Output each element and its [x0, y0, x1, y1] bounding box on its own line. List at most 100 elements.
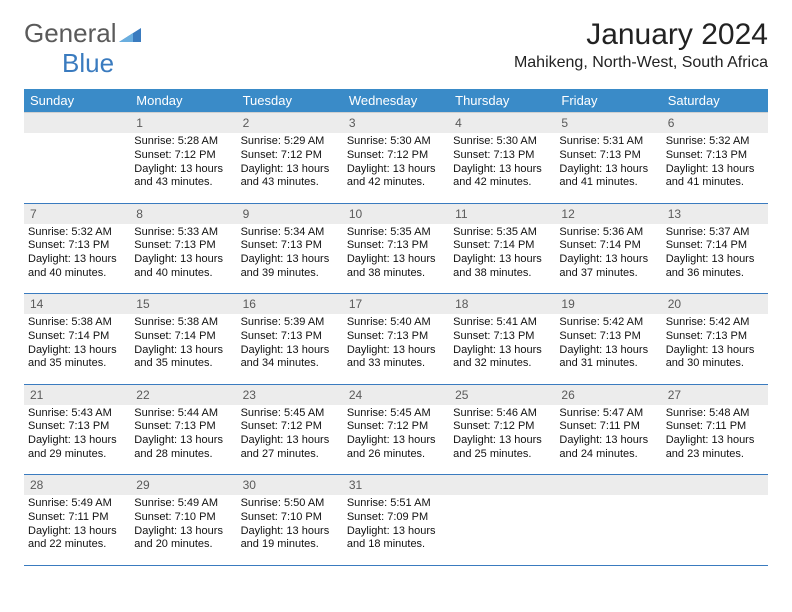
- info-line: Sunset: 7:12 PM: [134, 149, 232, 163]
- info-row: Sunrise: 5:32 AMSunset: 7:13 PMDaylight:…: [24, 224, 768, 294]
- date-cell: 1: [130, 113, 236, 134]
- date-cell: 3: [343, 113, 449, 134]
- day-header: Thursday: [449, 89, 555, 113]
- info-line: Sunset: 7:11 PM: [28, 511, 126, 525]
- day-cell: Sunrise: 5:49 AMSunset: 7:10 PMDaylight:…: [130, 495, 236, 565]
- info-line: Sunrise: 5:45 AM: [347, 407, 445, 421]
- info-line: Sunrise: 5:42 AM: [666, 316, 764, 330]
- info-line: Sunrise: 5:51 AM: [347, 497, 445, 511]
- date-cell: [662, 475, 768, 496]
- info-line: Sunrise: 5:49 AM: [28, 497, 126, 511]
- date-cell: 4: [449, 113, 555, 134]
- date-cell: 26: [555, 384, 661, 405]
- info-line: Daylight: 13 hours: [453, 434, 551, 448]
- day-header: Tuesday: [237, 89, 343, 113]
- info-line: and 42 minutes.: [347, 176, 445, 190]
- info-line: and 22 minutes.: [28, 538, 126, 552]
- info-row: Sunrise: 5:28 AMSunset: 7:12 PMDaylight:…: [24, 133, 768, 203]
- info-line: Sunrise: 5:30 AM: [453, 135, 551, 149]
- info-line: Sunset: 7:14 PM: [134, 330, 232, 344]
- date-cell: 9: [237, 203, 343, 224]
- info-line: and 32 minutes.: [453, 357, 551, 371]
- info-line: Sunrise: 5:46 AM: [453, 407, 551, 421]
- day-header: Sunday: [24, 89, 130, 113]
- info-row: Sunrise: 5:49 AMSunset: 7:11 PMDaylight:…: [24, 495, 768, 565]
- day-cell: Sunrise: 5:41 AMSunset: 7:13 PMDaylight:…: [449, 314, 555, 384]
- info-line: Daylight: 13 hours: [134, 434, 232, 448]
- info-line: Sunset: 7:13 PM: [28, 420, 126, 434]
- date-row: 123456: [24, 113, 768, 134]
- info-line: and 31 minutes.: [559, 357, 657, 371]
- day-cell: Sunrise: 5:44 AMSunset: 7:13 PMDaylight:…: [130, 405, 236, 475]
- info-line: and 27 minutes.: [241, 448, 339, 462]
- info-line: Sunrise: 5:33 AM: [134, 226, 232, 240]
- info-line: and 36 minutes.: [666, 267, 764, 281]
- info-line: Sunrise: 5:47 AM: [559, 407, 657, 421]
- logo-text-right: Blue: [62, 48, 114, 78]
- info-line: Sunset: 7:11 PM: [666, 420, 764, 434]
- day-cell: Sunrise: 5:36 AMSunset: 7:14 PMDaylight:…: [555, 224, 661, 294]
- info-line: Sunrise: 5:49 AM: [134, 497, 232, 511]
- date-cell: 19: [555, 294, 661, 315]
- info-line: Daylight: 13 hours: [28, 253, 126, 267]
- info-line: Daylight: 13 hours: [666, 434, 764, 448]
- day-cell: Sunrise: 5:38 AMSunset: 7:14 PMDaylight:…: [130, 314, 236, 384]
- info-line: Sunset: 7:13 PM: [347, 330, 445, 344]
- info-line: Daylight: 13 hours: [241, 434, 339, 448]
- date-cell: [555, 475, 661, 496]
- info-line: and 23 minutes.: [666, 448, 764, 462]
- calendar-table: SundayMondayTuesdayWednesdayThursdayFrid…: [24, 89, 768, 566]
- info-line: Sunrise: 5:37 AM: [666, 226, 764, 240]
- info-line: Daylight: 13 hours: [347, 525, 445, 539]
- info-line: Daylight: 13 hours: [134, 253, 232, 267]
- info-line: Sunrise: 5:38 AM: [134, 316, 232, 330]
- info-line: Sunset: 7:13 PM: [347, 239, 445, 253]
- date-cell: 16: [237, 294, 343, 315]
- day-cell: Sunrise: 5:38 AMSunset: 7:14 PMDaylight:…: [24, 314, 130, 384]
- info-line: Sunset: 7:13 PM: [134, 420, 232, 434]
- info-line: Daylight: 13 hours: [241, 253, 339, 267]
- info-line: Daylight: 13 hours: [241, 525, 339, 539]
- day-cell: Sunrise: 5:29 AMSunset: 7:12 PMDaylight:…: [237, 133, 343, 203]
- info-line: Sunset: 7:13 PM: [134, 239, 232, 253]
- day-cell: Sunrise: 5:32 AMSunset: 7:13 PMDaylight:…: [24, 224, 130, 294]
- info-line: Sunset: 7:09 PM: [347, 511, 445, 525]
- date-cell: 5: [555, 113, 661, 134]
- info-line: and 38 minutes.: [347, 267, 445, 281]
- date-cell: 22: [130, 384, 236, 405]
- info-line: and 20 minutes.: [134, 538, 232, 552]
- info-line: Sunset: 7:10 PM: [134, 511, 232, 525]
- date-cell: 2: [237, 113, 343, 134]
- date-row: 78910111213: [24, 203, 768, 224]
- info-line: Daylight: 13 hours: [559, 434, 657, 448]
- info-line: and 43 minutes.: [241, 176, 339, 190]
- info-line: and 40 minutes.: [28, 267, 126, 281]
- info-line: Sunset: 7:13 PM: [28, 239, 126, 253]
- info-line: Sunrise: 5:31 AM: [559, 135, 657, 149]
- date-cell: [24, 113, 130, 134]
- info-line: Sunset: 7:13 PM: [666, 330, 764, 344]
- day-cell: Sunrise: 5:48 AMSunset: 7:11 PMDaylight:…: [662, 405, 768, 475]
- day-cell: Sunrise: 5:35 AMSunset: 7:14 PMDaylight:…: [449, 224, 555, 294]
- day-cell: Sunrise: 5:40 AMSunset: 7:13 PMDaylight:…: [343, 314, 449, 384]
- date-cell: 28: [24, 475, 130, 496]
- info-line: Sunset: 7:10 PM: [241, 511, 339, 525]
- date-cell: 27: [662, 384, 768, 405]
- day-cell: [24, 133, 130, 203]
- info-line: Daylight: 13 hours: [347, 253, 445, 267]
- info-line: and 30 minutes.: [666, 357, 764, 371]
- date-cell: 24: [343, 384, 449, 405]
- info-line: Sunset: 7:13 PM: [241, 239, 339, 253]
- info-line: Daylight: 13 hours: [453, 163, 551, 177]
- info-line: Daylight: 13 hours: [347, 163, 445, 177]
- info-line: Daylight: 13 hours: [559, 253, 657, 267]
- info-line: Daylight: 13 hours: [453, 253, 551, 267]
- info-line: Sunrise: 5:41 AM: [453, 316, 551, 330]
- day-cell: [555, 495, 661, 565]
- date-cell: 20: [662, 294, 768, 315]
- info-line: Sunrise: 5:45 AM: [241, 407, 339, 421]
- date-cell: 10: [343, 203, 449, 224]
- day-cell: Sunrise: 5:31 AMSunset: 7:13 PMDaylight:…: [555, 133, 661, 203]
- day-header: Saturday: [662, 89, 768, 113]
- day-cell: [662, 495, 768, 565]
